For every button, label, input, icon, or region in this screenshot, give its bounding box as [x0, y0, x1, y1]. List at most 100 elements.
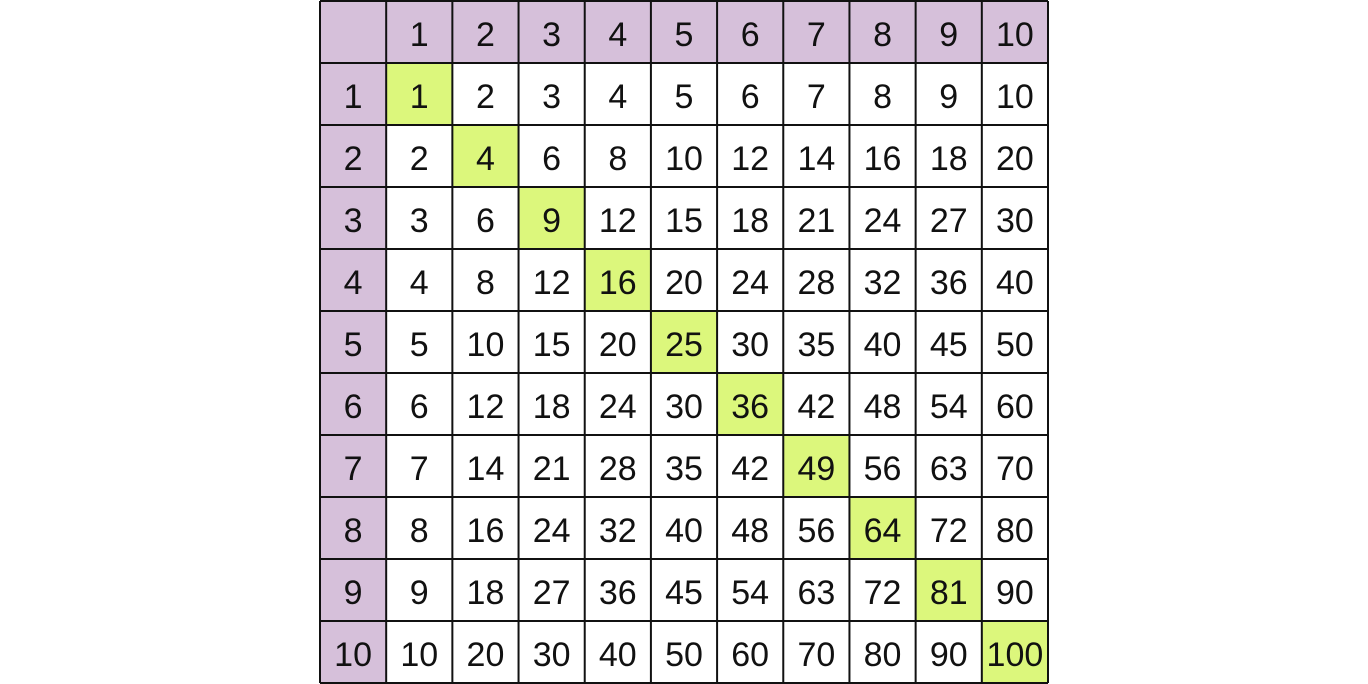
- cell-value: 36: [930, 264, 968, 302]
- cell-value: 63: [930, 450, 968, 488]
- cell-value: 56: [864, 450, 902, 488]
- cell-value: 12: [731, 140, 769, 178]
- cell-value: 100: [987, 636, 1044, 674]
- cell-value: 56: [797, 512, 835, 550]
- cell-value: 36: [731, 388, 769, 426]
- cell-value: 2: [410, 140, 429, 178]
- diagonal-highlight: [915, 559, 982, 621]
- cell-value: 60: [996, 388, 1034, 426]
- cell-value: 8: [410, 512, 429, 550]
- cell-value: 30: [533, 636, 571, 674]
- cell-value: 2: [476, 78, 495, 116]
- cell-value: 6: [741, 78, 760, 116]
- cell-value: 60: [731, 636, 769, 674]
- cell-value: 9: [410, 574, 429, 612]
- diagonal-highlight: [717, 373, 784, 435]
- cell-value: 3: [410, 202, 429, 240]
- cell-value: 42: [731, 450, 769, 488]
- cell-value: 36: [599, 574, 637, 612]
- row-header: 6: [344, 388, 363, 426]
- cell-value: 72: [864, 574, 902, 612]
- cell-value: 20: [467, 636, 505, 674]
- cell-value: 72: [930, 512, 968, 550]
- cell-value: 10: [996, 78, 1034, 116]
- cell-value: 54: [731, 574, 769, 612]
- column-header: 2: [476, 16, 495, 54]
- cell-value: 54: [930, 388, 968, 426]
- cell-value: 14: [797, 140, 835, 178]
- column-header: 8: [873, 16, 892, 54]
- cell-value: 18: [930, 140, 968, 178]
- diagonal-highlight: [584, 249, 651, 311]
- cell-value: 18: [467, 574, 505, 612]
- cell-value: 40: [996, 264, 1034, 302]
- cell-value: 90: [930, 636, 968, 674]
- cell-value: 18: [731, 202, 769, 240]
- cell-value: 30: [731, 326, 769, 364]
- diagonal-highlight: [452, 125, 519, 187]
- column-header: 9: [939, 16, 958, 54]
- cell-value: 42: [797, 388, 835, 426]
- cell-value: 6: [476, 202, 495, 240]
- cell-value: 40: [599, 636, 637, 674]
- cell-value: 45: [930, 326, 968, 364]
- cell-value: 12: [467, 388, 505, 426]
- cell-value: 30: [665, 388, 703, 426]
- cell-value: 1: [410, 78, 429, 116]
- cell-value: 80: [996, 512, 1034, 550]
- cell-value: 32: [864, 264, 902, 302]
- row-header: 1: [344, 78, 363, 116]
- column-header: 10: [996, 16, 1034, 54]
- cell-value: 90: [996, 574, 1034, 612]
- cell-value: 27: [930, 202, 968, 240]
- cell-value: 4: [476, 140, 495, 178]
- cell-value: 35: [665, 450, 703, 488]
- row-header: 2: [344, 140, 363, 178]
- cell-value: 24: [864, 202, 902, 240]
- cell-value: 24: [731, 264, 769, 302]
- cell-value: 15: [533, 326, 571, 364]
- header-col-bg: [320, 1, 387, 683]
- cell-value: 64: [864, 512, 902, 550]
- row-header: 5: [344, 326, 363, 364]
- row-header: 3: [344, 202, 363, 240]
- cell-value: 20: [665, 264, 703, 302]
- cell-value: 21: [533, 450, 571, 488]
- cell-value: 49: [797, 450, 835, 488]
- cell-value: 21: [797, 202, 835, 240]
- cell-value: 80: [864, 636, 902, 674]
- column-header: 6: [741, 16, 760, 54]
- cell-value: 9: [939, 78, 958, 116]
- cell-value: 8: [873, 78, 892, 116]
- cell-value: 30: [996, 202, 1034, 240]
- row-header: 8: [344, 512, 363, 550]
- row-header: 10: [334, 636, 372, 674]
- cell-value: 81: [930, 574, 968, 612]
- cell-value: 6: [410, 388, 429, 426]
- cell-value: 15: [665, 202, 703, 240]
- cell-value: 48: [731, 512, 769, 550]
- cell-value: 9: [542, 202, 561, 240]
- cell-value: 40: [864, 326, 902, 364]
- cell-value: 27: [533, 574, 571, 612]
- cell-value: 5: [675, 78, 694, 116]
- cell-value: 12: [599, 202, 637, 240]
- cell-value: 4: [410, 264, 429, 302]
- cell-value: 70: [996, 450, 1034, 488]
- cell-value: 24: [599, 388, 637, 426]
- row-header: 4: [344, 264, 363, 302]
- cell-value: 4: [608, 78, 627, 116]
- diagonal-highlight: [518, 187, 585, 249]
- cell-value: 28: [797, 264, 835, 302]
- diagonal-highlight: [981, 621, 1048, 683]
- cell-value: 25: [665, 326, 703, 364]
- cell-value: 10: [400, 636, 438, 674]
- cell-value: 16: [599, 264, 637, 302]
- diagonal-highlight: [849, 497, 916, 559]
- diagonal-highlight: [783, 435, 850, 497]
- cell-value: 14: [467, 450, 505, 488]
- diagonal-highlight: [386, 63, 453, 125]
- cell-value: 12: [533, 264, 571, 302]
- cell-value: 28: [599, 450, 637, 488]
